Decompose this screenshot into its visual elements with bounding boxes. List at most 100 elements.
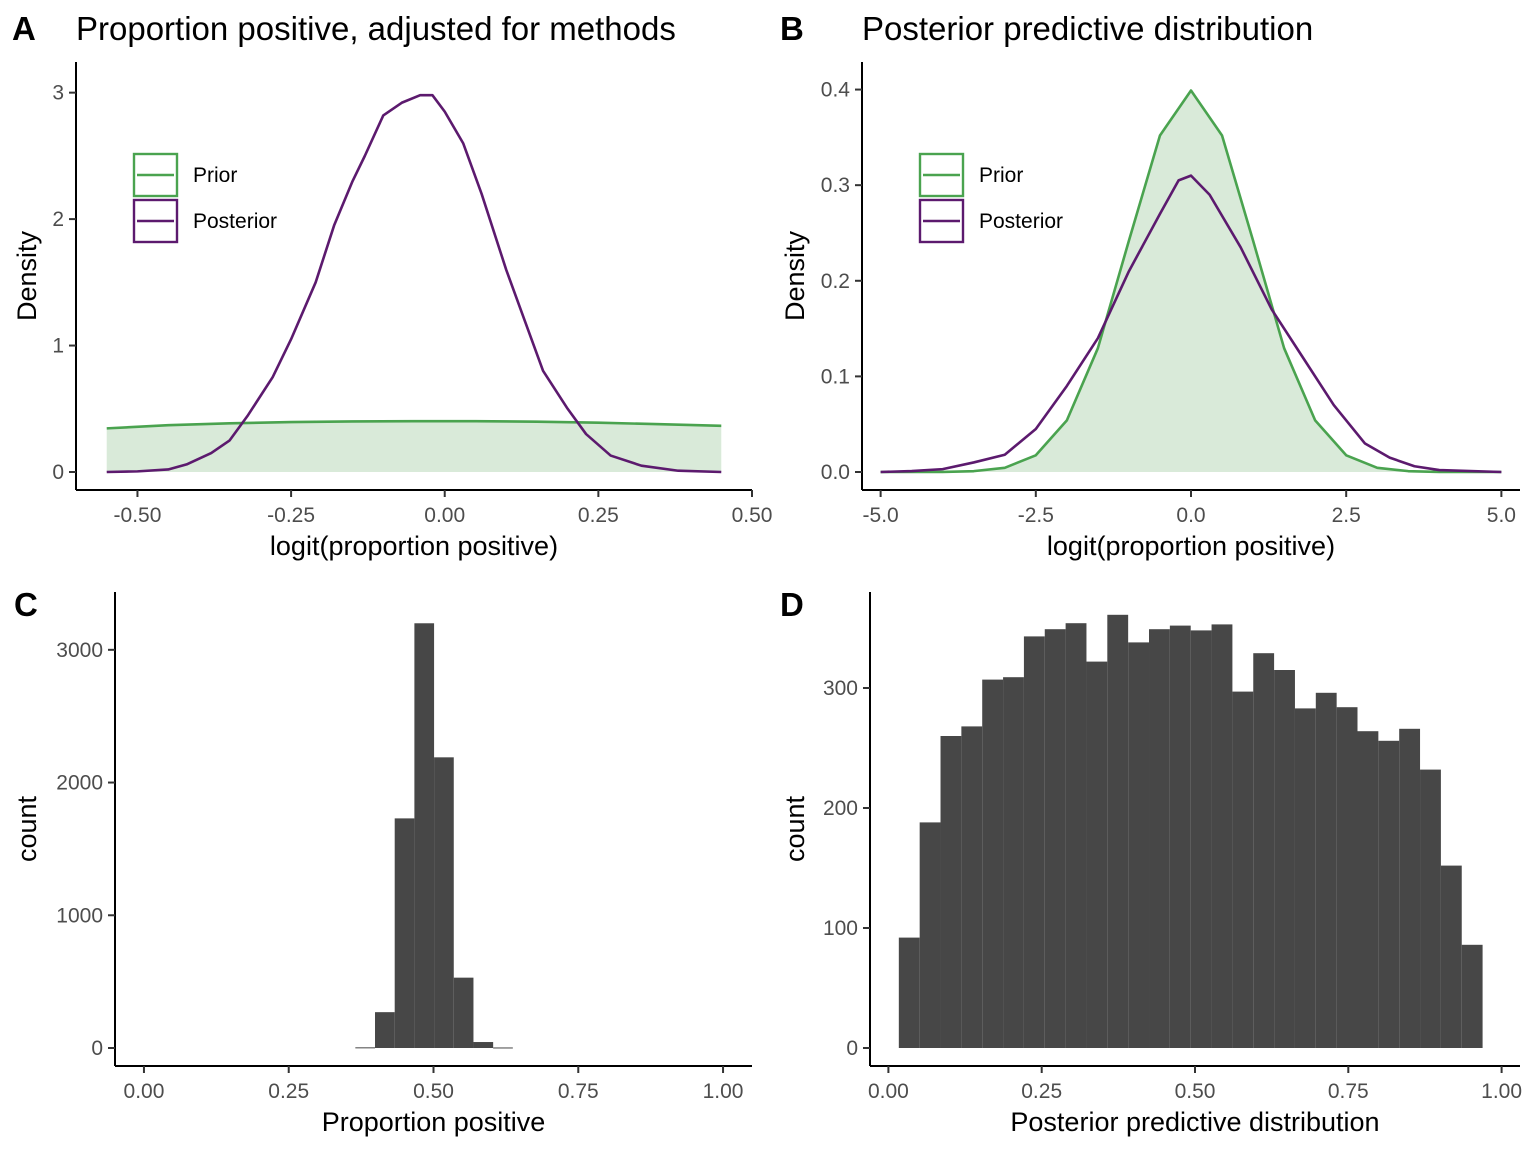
legend-label: Posterior [193, 210, 277, 233]
histogram-bar [1128, 642, 1150, 1048]
x-tick-label: 1.00 [703, 1080, 744, 1103]
x-tick-label: -0.25 [267, 504, 315, 527]
y-tick-label: 2 [52, 208, 64, 231]
x-tick-label: 0.50 [1175, 1080, 1216, 1103]
x-tick-label: 0.75 [1328, 1080, 1369, 1103]
y-tick-label: 100 [823, 917, 858, 940]
histogram-bar [898, 937, 920, 1048]
x-tick-label: 0.00 [868, 1080, 909, 1103]
histogram-bar [1253, 653, 1275, 1048]
x-axis-title: Posterior predictive distribution [1010, 1107, 1379, 1137]
histogram-bar [1440, 865, 1462, 1048]
histogram-bar [1399, 728, 1421, 1048]
y-tick-label: 0 [846, 1037, 858, 1060]
series-line-prior [880, 89, 1502, 474]
y-axis-title: Density [780, 230, 810, 321]
histogram-bar [434, 757, 454, 1048]
panel-b: B Posterior predictive distributionPriorP… [780, 10, 1520, 561]
x-tick-label: 0.00 [124, 1080, 165, 1103]
panel-letter: B [780, 10, 804, 47]
x-axis-title: Proportion positive [322, 1107, 546, 1137]
histogram-bar [1274, 670, 1295, 1048]
histogram-bar [493, 1047, 513, 1049]
y-tick-label: 0.4 [821, 79, 851, 102]
y-tick-label: 200 [823, 797, 858, 820]
histogram-bar [1149, 629, 1170, 1048]
x-tick-label: 0.0 [1176, 504, 1205, 527]
histogram-bar [394, 818, 415, 1048]
legend-key-posterior [132, 198, 179, 244]
histogram-bar [1086, 661, 1108, 1048]
panel-d: D 0.00 0.25 0.50 0.75 1.00 0 100 200 300 Posterior… [780, 586, 1522, 1137]
x-tick-label: -2.5 [1018, 504, 1054, 527]
histogram-bar [1190, 630, 1212, 1048]
chart-title: Posterior predictive distribution [862, 10, 1313, 47]
histogram-bar [1065, 623, 1087, 1048]
panel-letter: C [14, 586, 38, 623]
histogram-bar [1315, 692, 1337, 1048]
histogram-bar [414, 623, 435, 1048]
histogram-bar [1003, 677, 1024, 1048]
legend: Prior Posterior [918, 152, 1063, 244]
y-tick-label: 2000 [56, 772, 103, 795]
y-tick-label: 0.3 [821, 174, 850, 197]
y-tick-label: 0.1 [821, 365, 850, 388]
histogram-bar [1169, 625, 1191, 1048]
histogram-bar [375, 1012, 395, 1048]
y-tick-label: 1000 [56, 904, 103, 927]
x-tick-label: 2.5 [1332, 504, 1361, 527]
histogram-bar [1107, 614, 1129, 1048]
y-axis-title: count [780, 795, 810, 862]
histogram-bar [940, 736, 962, 1048]
legend: Prior Posterior [132, 152, 277, 244]
x-axis-title: logit(proportion positive) [1047, 531, 1335, 561]
histogram-bar [1232, 691, 1254, 1048]
x-tick-label: 0.75 [558, 1080, 599, 1103]
legend-label: Prior [979, 164, 1023, 187]
histogram-bar [1336, 707, 1358, 1048]
x-tick-label: -0.50 [114, 504, 162, 527]
series-line-posterior [880, 174, 1502, 474]
series-line-prior [106, 419, 722, 430]
y-tick-label: 300 [823, 677, 858, 700]
histogram-bar [355, 1047, 376, 1049]
series-line-posterior [106, 93, 722, 474]
histogram-bar [1378, 740, 1400, 1048]
histogram-bar [919, 822, 941, 1048]
panel-a: A Proportion positive, adjusted for metho… [12, 10, 772, 561]
y-tick-label: 0 [52, 461, 64, 484]
x-tick-label: 1.00 [1481, 1080, 1522, 1103]
x-tick-label: 0.25 [1021, 1080, 1062, 1103]
x-tick-label: 0.00 [424, 504, 465, 527]
x-tick-label: -5.0 [863, 504, 899, 527]
panel-c: C 0.00 0.25 0.50 0.75 1.00 0 1000 2000 3000 Propor… [12, 586, 752, 1137]
panel-letter: A [12, 10, 36, 47]
histogram-bar [982, 679, 1004, 1048]
y-axis-title: Density [12, 230, 42, 321]
x-tick-label: 0.50 [413, 1080, 454, 1103]
legend-key-prior [132, 152, 179, 198]
legend-label: Prior [193, 164, 237, 187]
legend-label: Posterior [979, 210, 1063, 233]
histogram-bar [1294, 708, 1316, 1048]
panel-letter: D [780, 586, 804, 623]
histogram-bar [1461, 944, 1483, 1048]
legend-key-posterior [918, 198, 965, 244]
series-area-prior [106, 421, 722, 472]
histogram-bar [1023, 636, 1045, 1048]
histogram-bar [961, 726, 983, 1048]
x-tick-label: 5.0 [1487, 504, 1516, 527]
y-tick-label: 0.0 [821, 461, 850, 484]
y-tick-label: 3000 [56, 639, 103, 662]
histogram-bar [1357, 731, 1379, 1048]
x-tick-label: 0.25 [578, 504, 619, 527]
x-tick-label: 0.25 [268, 1080, 309, 1103]
y-axis-title: count [12, 795, 42, 862]
histogram-bar [453, 977, 474, 1048]
histogram-bar [473, 1042, 494, 1048]
y-tick-label: 0 [91, 1037, 103, 1060]
chart-title: Proportion positive, adjusted for method… [76, 10, 676, 47]
y-tick-label: 0.2 [821, 270, 850, 293]
histogram-bar [1211, 624, 1233, 1048]
